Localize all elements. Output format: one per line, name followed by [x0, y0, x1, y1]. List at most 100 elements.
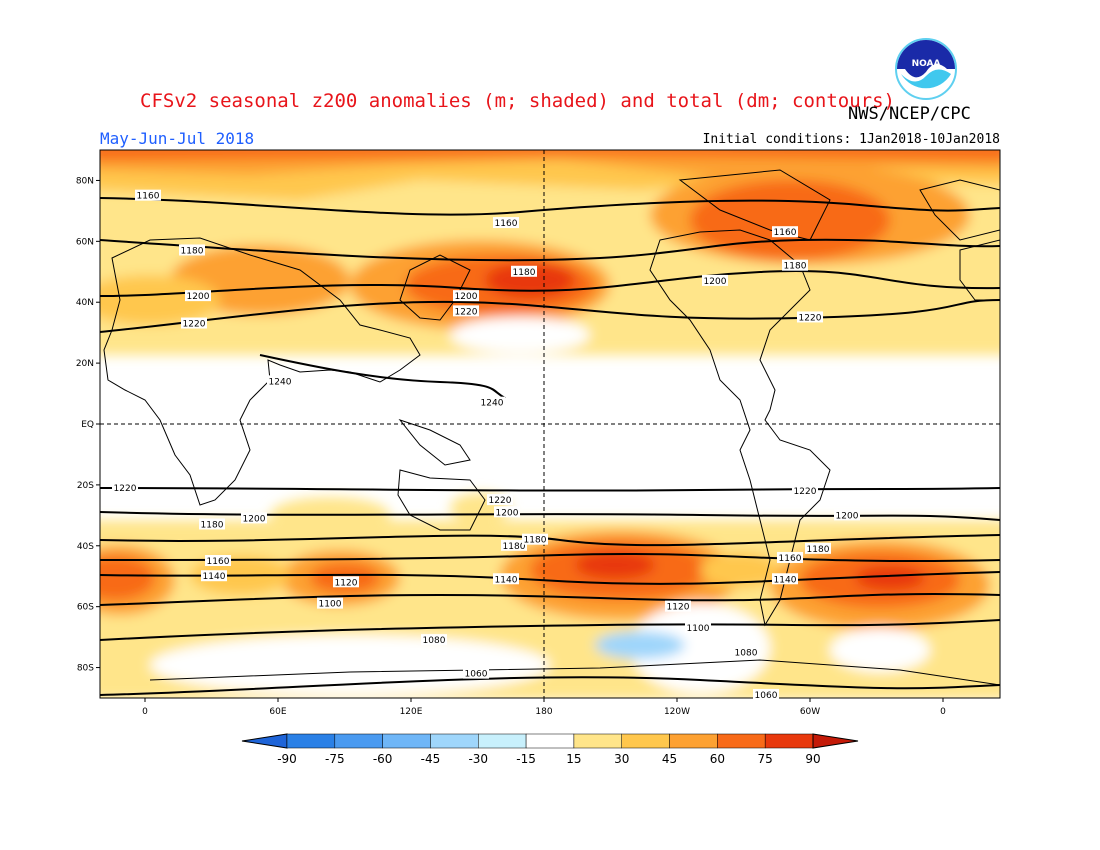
svg-text:1160: 1160	[207, 557, 230, 567]
svg-text:1180: 1180	[503, 542, 526, 552]
contour-label: 1240	[479, 396, 505, 409]
lon-tick-label: 60E	[269, 707, 286, 717]
svg-text:1160: 1160	[774, 228, 797, 238]
colorbar-swatch	[764, 733, 814, 749]
colorbar-label: 90	[805, 752, 820, 766]
contour-label: 1140	[772, 573, 798, 585]
svg-text:1180: 1180	[513, 268, 536, 278]
agency-label: NWS/NCEP/CPC	[848, 104, 971, 124]
colorbar-label: -60	[373, 752, 393, 766]
colorbar-swatch	[286, 733, 336, 749]
contour-label: 1160	[777, 551, 803, 564]
contour-label: 1140	[493, 573, 519, 585]
svg-text:1060: 1060	[755, 691, 778, 701]
svg-text:1160: 1160	[495, 219, 518, 229]
colorbar-swatch	[525, 733, 575, 749]
svg-text:1220: 1220	[794, 487, 817, 497]
svg-text:1160: 1160	[137, 192, 160, 202]
height-contours	[100, 197, 1000, 696]
contour-label: 1220	[797, 311, 823, 323]
contour-label: 1220	[453, 305, 479, 317]
svg-text:1220: 1220	[455, 307, 478, 317]
colorbar-label: -45	[421, 752, 441, 766]
contour-label: 1180	[782, 259, 808, 272]
colorbar-swatch	[573, 733, 622, 749]
svg-text:1200: 1200	[187, 292, 210, 302]
lat-tick-label: 40N	[76, 298, 94, 308]
lon-tick-label: 120E	[400, 707, 423, 717]
contour-label: 1180	[179, 244, 205, 256]
contour-label: 1180	[199, 518, 225, 530]
contour-label: 1180	[511, 265, 537, 278]
svg-text:1180: 1180	[807, 545, 830, 555]
lat-tick-label: EQ	[81, 420, 94, 430]
svg-text:1220: 1220	[489, 496, 512, 506]
lat-tick-label: 40S	[77, 542, 94, 552]
contour-label: 1240	[267, 375, 293, 387]
svg-text:NOAA: NOAA	[912, 59, 941, 69]
contour-label: 1220	[181, 317, 207, 330]
contour-label: 1220	[112, 481, 138, 494]
svg-text:1200: 1200	[496, 508, 519, 518]
contour-label: 1060	[463, 667, 489, 680]
svg-text:1180: 1180	[201, 520, 224, 530]
lon-tick-label: 180	[535, 707, 552, 717]
contour-label: 1200	[702, 274, 728, 287]
colorbar-swatch	[669, 733, 718, 749]
lat-tick-label: 80N	[76, 176, 94, 186]
lon-tick-label: 0	[940, 707, 946, 717]
svg-text:1140: 1140	[774, 575, 797, 585]
lat-tick-label: 60S	[77, 603, 94, 613]
svg-text:1100: 1100	[319, 600, 342, 610]
contour-label: 1180	[501, 539, 527, 552]
colorbar-label: 45	[662, 752, 677, 766]
colorbar-swatch	[621, 733, 670, 749]
lat-tick-label: 80S	[77, 664, 94, 674]
svg-text:1160: 1160	[779, 554, 802, 564]
initial-conditions-label: Initial conditions: 1Jan2018-10Jan2018	[702, 132, 1000, 147]
contour-label: 1080	[733, 646, 759, 658]
colorbar-swatch	[382, 733, 431, 749]
svg-text:1180: 1180	[524, 536, 547, 546]
contour-label: 1100	[685, 621, 711, 634]
contour-label: 1080	[421, 634, 447, 646]
svg-text:1220: 1220	[114, 484, 137, 494]
lon-tick-label: 60W	[800, 707, 820, 717]
svg-text:1200: 1200	[836, 511, 859, 521]
svg-text:1220: 1220	[799, 313, 822, 323]
colorbar-label: 60	[710, 752, 725, 766]
svg-text:1240: 1240	[269, 377, 292, 387]
colorbar-swatch	[241, 733, 288, 749]
svg-text:1240: 1240	[481, 399, 504, 409]
lat-tick-label: 60N	[76, 237, 94, 247]
svg-text:1060: 1060	[465, 670, 488, 680]
lat-tick-label: 20N	[76, 359, 94, 369]
contour-label: 1160	[135, 189, 161, 202]
svg-text:1200: 1200	[243, 514, 266, 524]
contour-label: 1200	[185, 290, 211, 302]
contour-label: 1180	[805, 542, 831, 555]
lat-tick-label: 20S	[77, 481, 94, 491]
contour-label: 1220	[792, 484, 818, 497]
svg-text:1120: 1120	[335, 578, 358, 588]
colorbar-swatch	[717, 733, 766, 749]
contour-label: 1200	[494, 506, 520, 518]
colorbar-swatch	[812, 733, 859, 749]
contour-label: 1220	[487, 494, 513, 506]
svg-text:1200: 1200	[455, 292, 478, 302]
svg-text:1220: 1220	[183, 320, 206, 330]
colorbar-label: 30	[614, 752, 629, 766]
contour-label: 1060	[753, 688, 779, 701]
colorbar-swatch	[334, 733, 383, 749]
svg-text:1200: 1200	[704, 277, 727, 287]
contour-label: 1200	[241, 512, 267, 524]
svg-text:1180: 1180	[181, 246, 204, 256]
shaded-anomalies	[100, 150, 1000, 698]
colorbar-label: -90	[277, 752, 297, 766]
contour-label: 1200	[453, 290, 479, 302]
axis-ticks: 80N 60N 40N 20N EQ 20S 40S 60S 80S 0 60E 120E 180 120…	[76, 176, 946, 717]
svg-text:1080: 1080	[423, 636, 446, 646]
